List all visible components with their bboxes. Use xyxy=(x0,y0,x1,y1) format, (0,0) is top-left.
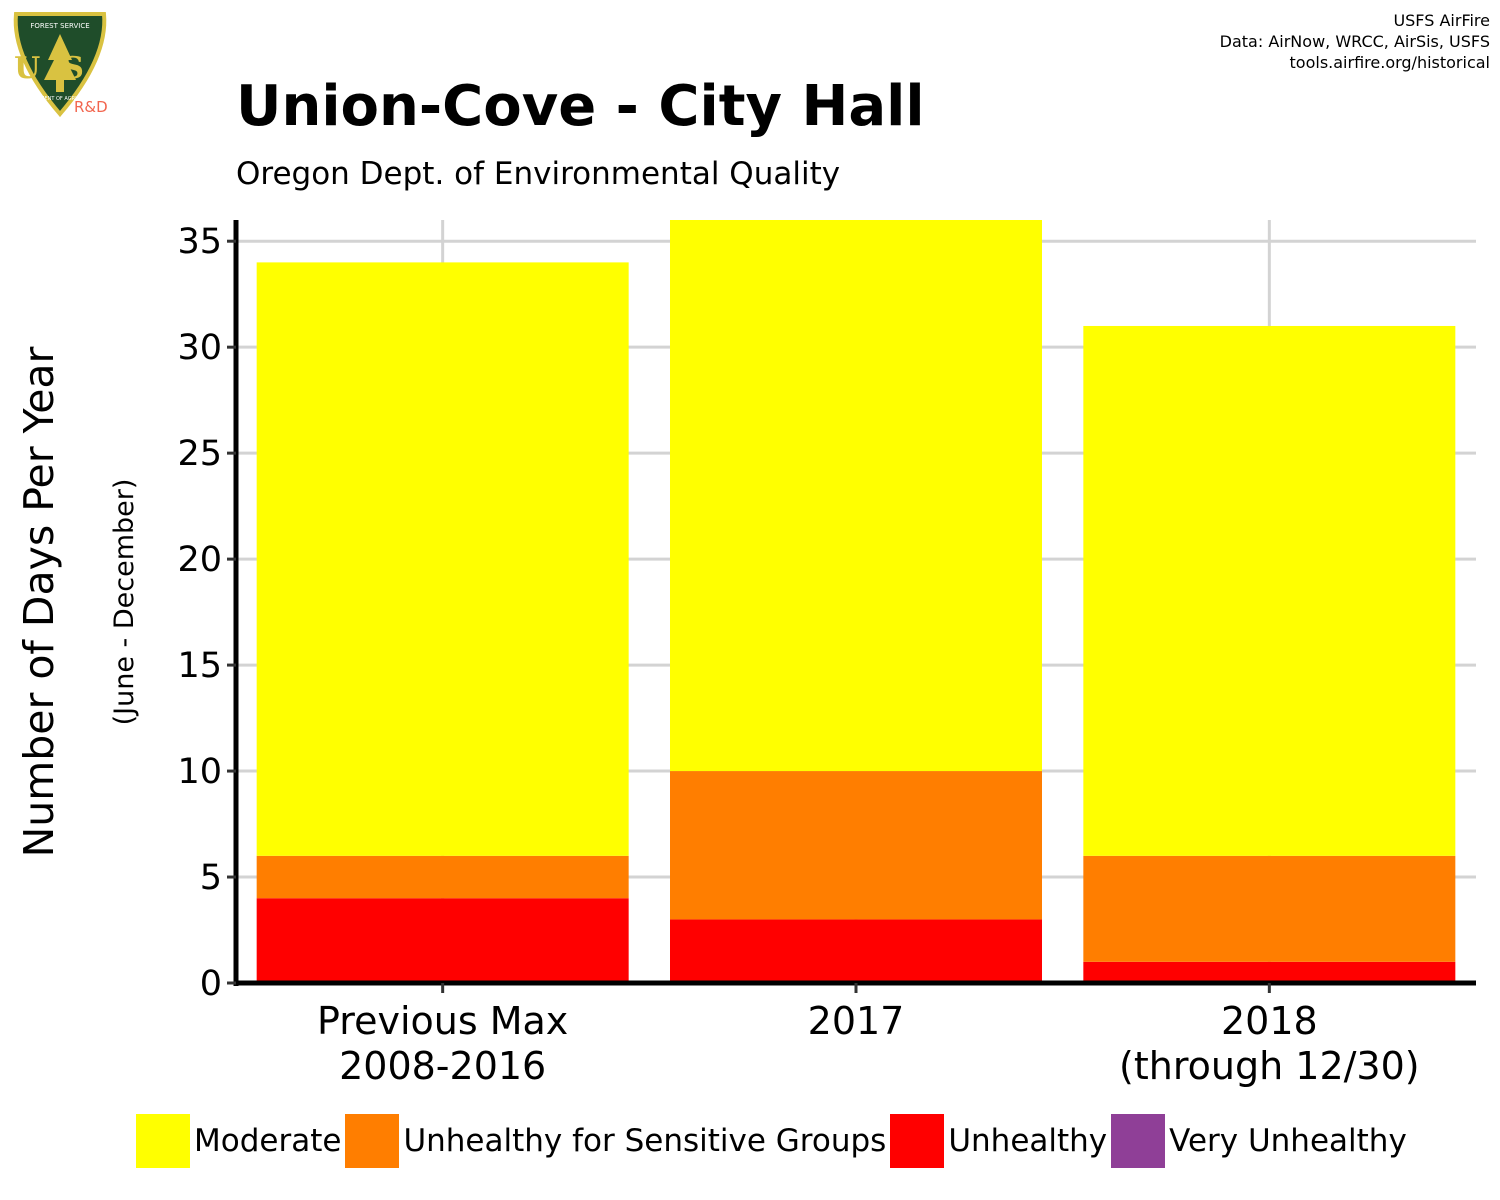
y-tick-label: 20 xyxy=(177,540,222,580)
x-tick-label: 2017 xyxy=(808,999,905,1043)
legend-item: Unhealthy xyxy=(890,1114,1107,1168)
bar-segment xyxy=(1083,855,1456,962)
y-tick-label: 10 xyxy=(177,752,222,792)
credit-line: USFS AirFire xyxy=(1393,11,1490,30)
y-tick-label: 15 xyxy=(177,646,222,686)
y-tick-label: 0 xyxy=(200,964,222,1004)
bar-segment xyxy=(1083,325,1456,856)
bar-segment xyxy=(1083,961,1456,983)
x-tick-label: 2018 xyxy=(1221,999,1318,1043)
legend-swatch xyxy=(890,1114,945,1168)
legend-item: Unhealthy for Sensitive Groups xyxy=(345,1114,886,1168)
legend-label: Unhealthy for Sensitive Groups xyxy=(403,1123,887,1159)
x-tick-label: Previous Max xyxy=(317,999,568,1043)
y-tick-label: 5 xyxy=(200,858,222,898)
y-axis-subtitle: (June - December) xyxy=(109,479,140,726)
legend-swatch xyxy=(345,1114,400,1168)
credits: USFS AirFire Data: AirNow, WRCC, AirSis,… xyxy=(1220,10,1490,73)
y-tick-label: 25 xyxy=(177,434,222,474)
usfs-logo: US FOREST SERVICE DEPARTMENT OF AGRICULT… xyxy=(13,12,107,118)
bar-segment xyxy=(256,262,629,856)
legend-swatch xyxy=(136,1114,190,1168)
chart-title: Union-Cove - City Hall xyxy=(236,74,925,139)
legend-label: Unhealthy xyxy=(948,1123,1108,1159)
bar-segment xyxy=(670,919,1042,983)
legend-item: Moderate xyxy=(136,1114,341,1168)
chart-subtitle: Oregon Dept. of Environmental Quality xyxy=(236,156,841,192)
legend-item: Very Unhealthy xyxy=(1111,1114,1407,1168)
credit-line: Data: AirNow, WRCC, AirSis, USFS xyxy=(1219,32,1490,51)
y-tick-label: 35 xyxy=(177,222,222,262)
legend: Moderate Unhealthy for Sensitive Groups Un… xyxy=(136,1114,1411,1168)
credit-line: tools.airfire.org/historical xyxy=(1289,53,1490,72)
x-tick-label: 2008-2016 xyxy=(339,1044,546,1088)
bar-segment xyxy=(670,220,1042,772)
svg-text:US: US xyxy=(14,51,106,86)
y-tick-label: 30 xyxy=(177,328,222,368)
x-tick-label: (through 12/30) xyxy=(1119,1044,1420,1088)
bar-segment xyxy=(256,855,629,899)
legend-label: Very Unhealthy xyxy=(1169,1123,1407,1159)
rd-badge: R&D xyxy=(74,98,108,116)
svg-text:FOREST SERVICE: FOREST SERVICE xyxy=(30,22,89,30)
bar-segment xyxy=(256,898,629,983)
svg-text:DEPARTMENT OF AGRICULTURE: DEPARTMENT OF AGRICULTURE xyxy=(21,96,99,102)
y-axis-title: Number of Days Per Year xyxy=(15,346,63,857)
legend-swatch xyxy=(1111,1114,1166,1168)
legend-label: Moderate xyxy=(194,1123,342,1159)
bar-segment xyxy=(670,771,1042,920)
